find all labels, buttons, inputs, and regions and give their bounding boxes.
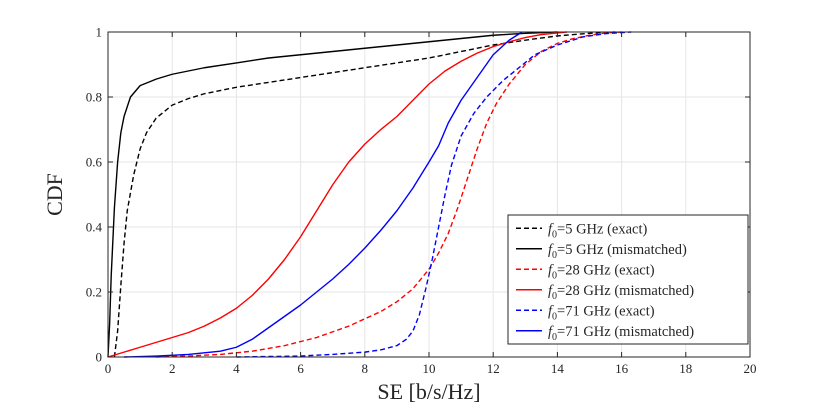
legend-rest: =71 GHz (mismatched) (557, 324, 694, 340)
series-lines (107, 31, 632, 358)
x-tick-label: 2 (169, 361, 176, 376)
legend: f0=5 GHz (exact)f0=5 GHz (mismatched)f0=… (507, 214, 749, 345)
y-axis-label: CDF (42, 173, 67, 216)
axis-ticks: 0 2 4 6 8 10 12 14 16 18 20 0 0.2 0.4 0.6 0.8 1 (86, 25, 757, 377)
x-tick-label: 0 (105, 361, 112, 376)
x-tick-label: 14 (551, 361, 565, 376)
legend-label-2: f0=28 GHz (exact) (548, 262, 655, 281)
legend-subscript: 0 (552, 291, 557, 302)
legend-var: f (548, 221, 554, 237)
legend-rest: =5 GHz (mismatched) (557, 242, 687, 258)
legend-var: f (548, 242, 554, 258)
legend-label-5: f0=71 GHz (mismatched) (548, 324, 694, 343)
x-tick-label: 12 (487, 361, 500, 376)
legend-var: f (548, 303, 554, 319)
legend-label-1: f0=5 GHz (mismatched) (548, 242, 687, 261)
legend-rest: =5 GHz (exact) (557, 221, 647, 237)
series-line-5 (124, 31, 523, 358)
series-line-1 (107, 31, 558, 358)
x-tick-label: 6 (297, 361, 304, 376)
legend-subscript: 0 (552, 229, 557, 240)
legend-box (507, 214, 749, 345)
x-tick-label: 18 (679, 361, 692, 376)
legend-subscript: 0 (552, 311, 557, 322)
legend-label-4: f0=71 GHz (exact) (548, 303, 655, 322)
x-tick-label: 4 (233, 361, 240, 376)
x-axis-label: SE [b/s/Hz] (377, 379, 480, 404)
x-tick-label: 8 (362, 361, 369, 376)
y-tick-label: 0.4 (86, 220, 103, 235)
y-tick-label: 1 (96, 25, 103, 40)
y-tick-label: 0 (96, 350, 103, 365)
legend-rest: =71 GHz (exact) (557, 303, 655, 319)
legend-var: f (548, 283, 554, 299)
legend-label-3: f0=28 GHz (mismatched) (548, 283, 694, 302)
legend-subscript: 0 (552, 250, 557, 261)
x-tick-label: 10 (423, 361, 436, 376)
legend-rest: =28 GHz (exact) (557, 262, 655, 278)
series-line-3 (107, 31, 568, 358)
x-tick-label: 16 (615, 361, 629, 376)
x-tick-label: 20 (744, 361, 757, 376)
legend-var: f (548, 262, 554, 278)
y-tick-label: 0.8 (86, 90, 102, 105)
series-line-4 (236, 31, 632, 358)
legend-subscript: 0 (552, 332, 557, 343)
legend-var: f (548, 324, 554, 340)
y-tick-label: 0.2 (86, 285, 102, 300)
legend-rest: =28 GHz (mismatched) (557, 283, 694, 299)
legend-label-0: f0=5 GHz (exact) (548, 221, 648, 240)
legend-subscript: 0 (552, 270, 557, 281)
y-tick-label: 0.6 (86, 155, 103, 170)
series-line-0 (113, 31, 616, 358)
